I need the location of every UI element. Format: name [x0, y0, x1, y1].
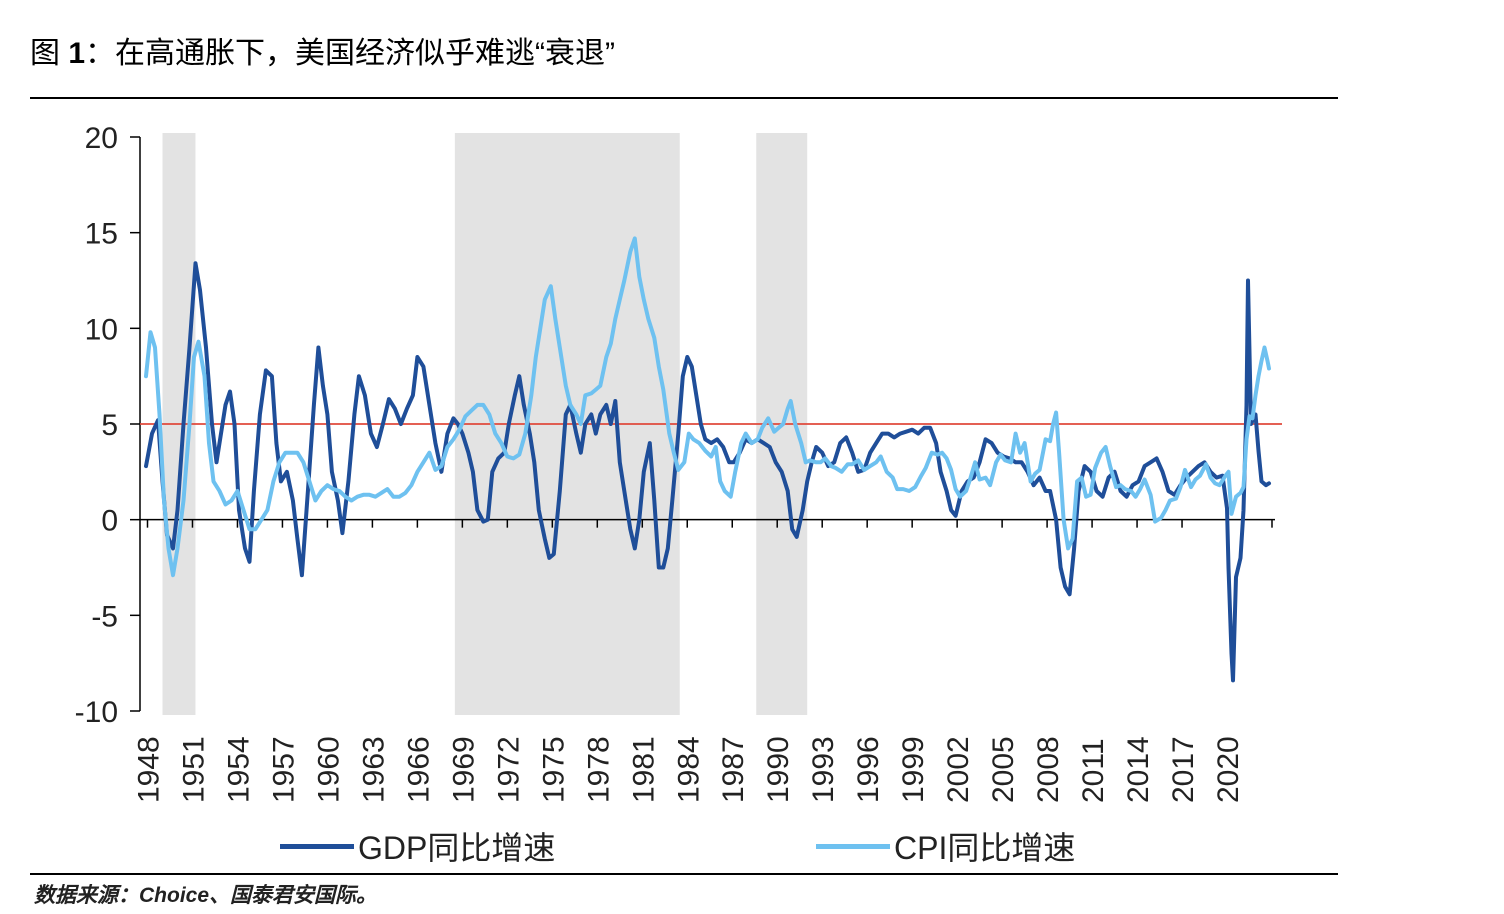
x-tick-label: 2011	[1077, 738, 1110, 803]
gdp-line	[144, 261, 1271, 683]
x-tick-label: 2008	[1032, 736, 1065, 803]
bottom-rule	[30, 873, 1338, 875]
legend-item-gdp: GDP同比增速	[280, 826, 555, 866]
x-tick-label: 2014	[1122, 736, 1155, 803]
x-tick-label: 1960	[312, 736, 345, 803]
x-tick-label: 1981	[627, 736, 660, 803]
x-tick-label: 1984	[672, 736, 705, 803]
x-tick-label: 2002	[942, 736, 975, 803]
y-tick-label: -10	[75, 696, 118, 729]
x-tick-label: 1975	[537, 736, 570, 803]
figure-title: 图 1：在高通胀下，美国经济似乎难逃“衰退”	[30, 28, 615, 72]
x-tick-label: 2020	[1212, 736, 1245, 803]
y-tick-label: 10	[85, 313, 118, 346]
x-tick-label: 1996	[852, 736, 885, 803]
x-tick-label: 1957	[267, 736, 300, 803]
x-tick-label: 1954	[222, 736, 255, 803]
top-rule	[30, 97, 1338, 99]
figure-title-prefix: 图	[30, 37, 69, 70]
x-tick-label: 1969	[447, 736, 480, 803]
legend-swatch-gdp	[280, 843, 354, 849]
x-tick-label: 1963	[357, 736, 390, 803]
x-tick-label: 1966	[402, 736, 435, 803]
figure-title-text: ：在高通胀下，美国经济似乎难逃“衰退”	[85, 37, 616, 70]
y-tick-label: 5	[101, 409, 118, 442]
x-tick-label: 1990	[762, 736, 795, 803]
legend-item-cpi: CPI同比增速	[816, 826, 1075, 866]
y-tick-label: -5	[91, 600, 118, 633]
x-tick-label: 1993	[807, 736, 840, 803]
x-tick-label: 1999	[897, 736, 930, 803]
y-tick-label: 20	[85, 122, 118, 155]
y-tick-label: 0	[101, 505, 118, 538]
figure-number: 1	[68, 37, 86, 70]
x-tick-label: 1972	[492, 736, 525, 803]
x-tick-label: 1978	[582, 736, 615, 803]
legend-label-cpi: CPI同比增速	[894, 830, 1076, 866]
cpi-series	[144, 236, 1271, 578]
y-tick-label: 15	[85, 218, 118, 251]
x-tick-label: 1948	[132, 736, 165, 803]
source-note: 数据来源：Choice、国泰君安国际。	[34, 884, 378, 907]
legend-swatch-cpi	[816, 843, 890, 849]
gdp-series	[144, 261, 1271, 683]
x-tick-label: 1987	[717, 736, 750, 803]
x-tick-label: 2005	[987, 736, 1020, 803]
legend-label-gdp: GDP同比增速	[358, 830, 556, 866]
x-tick-label: 2017	[1167, 736, 1200, 803]
cpi-line	[144, 236, 1271, 578]
x-tick-label: 1951	[177, 736, 210, 803]
